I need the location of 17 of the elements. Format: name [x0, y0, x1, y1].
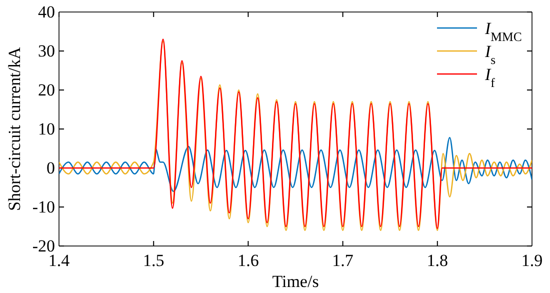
line-series [59, 136, 532, 192]
legend-label: I$_{f}$ [484, 65, 496, 90]
legend-label: I$_{MMC}$ [484, 19, 522, 44]
x-tick-label: 1.6 [238, 251, 259, 270]
x-tick-label: 1.7 [332, 251, 354, 270]
legend-label: I$_{s}$ [484, 42, 496, 67]
y-tick-label: -10 [32, 197, 55, 216]
x-tick-label: 1.8 [426, 251, 448, 270]
y-axis-title: Short-circuit current/kA [5, 46, 24, 211]
y-tick-label: 10 [38, 119, 55, 138]
y-tick-label: 30 [38, 41, 55, 60]
y-tick-label: 20 [38, 80, 55, 100]
y-tick-label: 0 [46, 158, 55, 178]
x-axis-title: Time/s [272, 272, 319, 291]
y-tick-label: 40 [38, 2, 55, 22]
x-tick-label: 1.5 [142, 251, 164, 270]
x-tick-label: 1.9 [521, 251, 543, 270]
